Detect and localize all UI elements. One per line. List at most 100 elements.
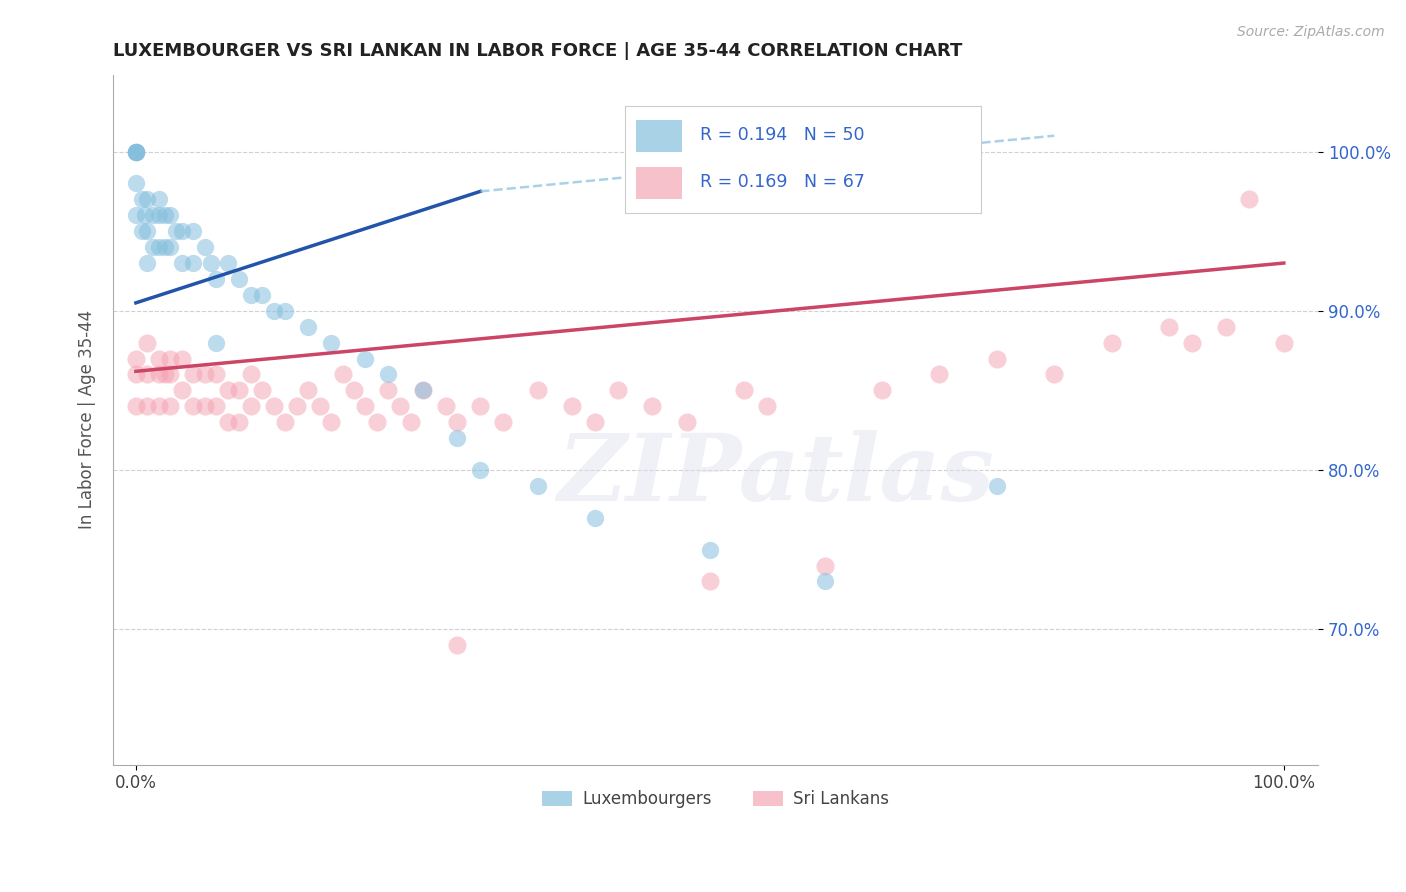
Point xyxy=(181,400,204,414)
Point xyxy=(492,415,515,429)
Point xyxy=(388,400,411,414)
Point xyxy=(332,368,354,382)
Point xyxy=(148,208,170,222)
Point xyxy=(148,240,170,254)
Point xyxy=(814,558,837,573)
Point xyxy=(217,256,239,270)
Point xyxy=(377,384,399,398)
Point xyxy=(125,368,148,382)
Text: LUXEMBOURGER VS SRI LANKAN IN LABOR FORCE | AGE 35-44 CORRELATION CHART: LUXEMBOURGER VS SRI LANKAN IN LABOR FORC… xyxy=(112,42,962,60)
Legend: Luxembourgers, Sri Lankans: Luxembourgers, Sri Lankans xyxy=(536,783,896,814)
Point xyxy=(1101,335,1123,350)
Point xyxy=(136,224,159,238)
Point xyxy=(526,384,548,398)
Point xyxy=(733,384,755,398)
Point xyxy=(205,368,228,382)
Point xyxy=(159,208,181,222)
Point xyxy=(159,400,181,414)
Point xyxy=(125,145,148,159)
Point xyxy=(142,240,165,254)
Point xyxy=(142,208,165,222)
Point xyxy=(159,351,181,366)
Point xyxy=(1181,335,1204,350)
Point xyxy=(1239,193,1261,207)
Point xyxy=(125,145,148,159)
Point xyxy=(148,400,170,414)
Point xyxy=(263,303,285,318)
Point xyxy=(134,208,156,222)
Point xyxy=(274,303,297,318)
Point xyxy=(986,351,1008,366)
Point xyxy=(170,256,193,270)
Point xyxy=(170,384,193,398)
Point xyxy=(136,256,159,270)
Point xyxy=(131,193,153,207)
Point xyxy=(814,574,837,589)
Point xyxy=(239,400,262,414)
Point xyxy=(699,574,721,589)
Point xyxy=(470,463,492,477)
Point xyxy=(217,384,239,398)
Point xyxy=(401,415,423,429)
Point xyxy=(297,319,319,334)
Point xyxy=(153,240,176,254)
Point xyxy=(125,351,148,366)
Point xyxy=(354,351,377,366)
Point xyxy=(986,479,1008,493)
Point xyxy=(756,400,779,414)
Point xyxy=(181,368,204,382)
Point xyxy=(165,224,187,238)
Point xyxy=(217,415,239,429)
Point xyxy=(412,384,434,398)
Point xyxy=(250,288,273,302)
Point xyxy=(1157,319,1180,334)
Point xyxy=(125,400,148,414)
Point xyxy=(148,368,170,382)
Point xyxy=(228,272,250,286)
Point xyxy=(159,368,181,382)
Point xyxy=(928,368,950,382)
Point xyxy=(470,400,492,414)
Point xyxy=(239,288,262,302)
Point xyxy=(125,145,148,159)
Point xyxy=(153,368,176,382)
Point xyxy=(1215,319,1237,334)
Point xyxy=(125,177,148,191)
Point xyxy=(153,208,176,222)
Point xyxy=(131,224,153,238)
Point xyxy=(308,400,330,414)
Point xyxy=(607,384,630,398)
Point xyxy=(181,256,204,270)
Point xyxy=(170,351,193,366)
Point xyxy=(583,415,606,429)
Point xyxy=(205,272,228,286)
Point xyxy=(136,368,159,382)
Point xyxy=(200,256,222,270)
Point xyxy=(194,240,217,254)
Point xyxy=(377,368,399,382)
Point xyxy=(870,384,893,398)
Point xyxy=(1043,368,1066,382)
Point xyxy=(319,335,342,350)
Point xyxy=(446,638,468,652)
Point xyxy=(125,208,148,222)
Point xyxy=(366,415,388,429)
Point xyxy=(676,415,699,429)
Point xyxy=(194,400,217,414)
Point xyxy=(263,400,285,414)
Point xyxy=(446,431,468,445)
Point xyxy=(228,384,250,398)
Point xyxy=(181,224,204,238)
Point xyxy=(239,368,262,382)
Point xyxy=(159,240,181,254)
Point xyxy=(205,400,228,414)
Point xyxy=(297,384,319,398)
Point xyxy=(561,400,583,414)
Point xyxy=(170,224,193,238)
Point xyxy=(1272,335,1295,350)
Point xyxy=(205,335,228,350)
Point xyxy=(148,193,170,207)
Point xyxy=(319,415,342,429)
Point xyxy=(125,145,148,159)
Point xyxy=(354,400,377,414)
